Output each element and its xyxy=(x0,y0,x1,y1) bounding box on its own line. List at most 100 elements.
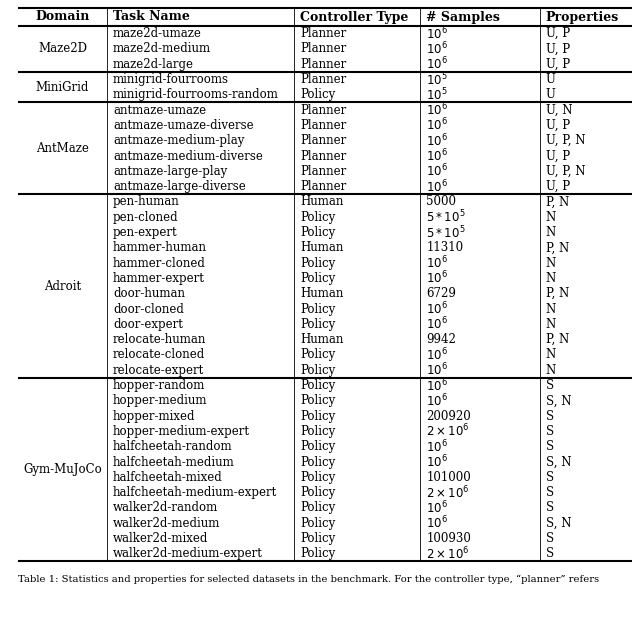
Text: Planner: Planner xyxy=(300,27,346,40)
Text: Policy: Policy xyxy=(300,486,335,499)
Text: $2 \times 10^6$: $2 \times 10^6$ xyxy=(426,485,470,501)
Text: 5000: 5000 xyxy=(426,196,456,208)
Text: hammer-human: hammer-human xyxy=(113,242,207,254)
Text: maze2d-umaze: maze2d-umaze xyxy=(113,27,202,40)
Text: Policy: Policy xyxy=(300,272,335,285)
Text: Policy: Policy xyxy=(300,440,335,453)
Text: N: N xyxy=(546,226,556,239)
Text: hopper-medium-expert: hopper-medium-expert xyxy=(113,425,250,438)
Text: 200920: 200920 xyxy=(426,410,471,422)
Text: $10^6$: $10^6$ xyxy=(426,26,448,42)
Text: U, P: U, P xyxy=(546,180,570,193)
Text: MiniGrid: MiniGrid xyxy=(36,81,89,94)
Text: 6729: 6729 xyxy=(426,287,456,300)
Text: U, P: U, P xyxy=(546,149,570,163)
Text: $10^6$: $10^6$ xyxy=(426,378,448,394)
Text: Planner: Planner xyxy=(300,149,346,163)
Text: U, P: U, P xyxy=(546,42,570,56)
Text: pen-cloned: pen-cloned xyxy=(113,211,179,224)
Text: $10^6$: $10^6$ xyxy=(426,438,448,455)
Text: halfcheetah-medium: halfcheetah-medium xyxy=(113,456,235,469)
Text: S, N: S, N xyxy=(546,394,572,407)
Text: U: U xyxy=(546,88,556,101)
Text: Policy: Policy xyxy=(300,349,335,362)
Text: Policy: Policy xyxy=(300,471,335,484)
Text: S: S xyxy=(546,379,554,392)
Text: Planner: Planner xyxy=(300,180,346,193)
Text: S: S xyxy=(546,440,554,453)
Text: Policy: Policy xyxy=(300,501,335,515)
Text: Adroit: Adroit xyxy=(44,279,81,292)
Text: relocate-cloned: relocate-cloned xyxy=(113,349,205,362)
Text: Policy: Policy xyxy=(300,256,335,270)
Text: Human: Human xyxy=(300,242,344,254)
Text: 11310: 11310 xyxy=(426,242,463,254)
Text: $2 \times 10^6$: $2 \times 10^6$ xyxy=(426,545,470,562)
Text: U, P: U, P xyxy=(546,119,570,132)
Text: relocate-human: relocate-human xyxy=(113,333,207,346)
Text: Policy: Policy xyxy=(300,303,335,315)
Text: pen-expert: pen-expert xyxy=(113,226,178,239)
Text: N: N xyxy=(546,349,556,362)
Text: Table 1: Statistics and properties for selected datasets in the benchmark. For t: Table 1: Statistics and properties for s… xyxy=(18,574,599,584)
Text: halfcheetah-random: halfcheetah-random xyxy=(113,440,233,453)
Text: Policy: Policy xyxy=(300,425,335,438)
Text: Domain: Domain xyxy=(35,10,90,24)
Text: $10^6$: $10^6$ xyxy=(426,392,448,409)
Text: Policy: Policy xyxy=(300,363,335,377)
Text: AntMaze: AntMaze xyxy=(36,142,89,155)
Text: $10^6$: $10^6$ xyxy=(426,301,448,317)
Text: N: N xyxy=(546,363,556,377)
Text: Human: Human xyxy=(300,287,344,300)
Text: S, N: S, N xyxy=(546,456,572,469)
Text: antmaze-large-play: antmaze-large-play xyxy=(113,165,227,178)
Text: U, P: U, P xyxy=(546,58,570,71)
Text: antmaze-medium-diverse: antmaze-medium-diverse xyxy=(113,149,263,163)
Text: $10^5$: $10^5$ xyxy=(426,87,448,103)
Text: maze2d-medium: maze2d-medium xyxy=(113,42,211,56)
Text: N: N xyxy=(546,256,556,270)
Text: door-expert: door-expert xyxy=(113,318,183,331)
Text: $10^6$: $10^6$ xyxy=(426,56,448,72)
Text: Policy: Policy xyxy=(300,318,335,331)
Text: N: N xyxy=(546,211,556,224)
Text: hammer-cloned: hammer-cloned xyxy=(113,256,206,270)
Text: $10^6$: $10^6$ xyxy=(426,178,448,195)
Text: antmaze-large-diverse: antmaze-large-diverse xyxy=(113,180,246,193)
Text: hopper-mixed: hopper-mixed xyxy=(113,410,196,422)
Text: Properties: Properties xyxy=(546,10,619,24)
Text: Planner: Planner xyxy=(300,119,346,132)
Text: 101000: 101000 xyxy=(426,471,471,484)
Text: $5 * 10^5$: $5 * 10^5$ xyxy=(426,224,466,241)
Text: $5 * 10^5$: $5 * 10^5$ xyxy=(426,209,466,226)
Text: Maze2D: Maze2D xyxy=(38,42,87,56)
Text: Planner: Planner xyxy=(300,104,346,117)
Text: Policy: Policy xyxy=(300,211,335,224)
Text: walker2d-medium: walker2d-medium xyxy=(113,517,220,529)
Text: U, N: U, N xyxy=(546,104,572,117)
Text: $10^6$: $10^6$ xyxy=(426,454,448,470)
Text: door-cloned: door-cloned xyxy=(113,303,184,315)
Text: Policy: Policy xyxy=(300,517,335,529)
Text: halfcheetah-medium-expert: halfcheetah-medium-expert xyxy=(113,486,277,499)
Text: N: N xyxy=(546,318,556,331)
Text: hopper-random: hopper-random xyxy=(113,379,205,392)
Text: 100930: 100930 xyxy=(426,532,471,545)
Text: N: N xyxy=(546,272,556,285)
Text: $10^6$: $10^6$ xyxy=(426,362,448,379)
Text: $10^6$: $10^6$ xyxy=(426,255,448,271)
Text: S: S xyxy=(546,486,554,499)
Text: Policy: Policy xyxy=(300,379,335,392)
Text: Policy: Policy xyxy=(300,532,335,545)
Text: U, P, N: U, P, N xyxy=(546,165,586,178)
Text: Planner: Planner xyxy=(300,165,346,178)
Text: Planner: Planner xyxy=(300,42,346,56)
Text: antmaze-medium-play: antmaze-medium-play xyxy=(113,134,244,147)
Text: U, P: U, P xyxy=(546,27,570,40)
Text: door-human: door-human xyxy=(113,287,185,300)
Text: $10^6$: $10^6$ xyxy=(426,270,448,287)
Text: minigrid-fourrooms-random: minigrid-fourrooms-random xyxy=(113,88,279,101)
Text: P, N: P, N xyxy=(546,287,569,300)
Text: Human: Human xyxy=(300,196,344,208)
Text: $10^6$: $10^6$ xyxy=(426,133,448,149)
